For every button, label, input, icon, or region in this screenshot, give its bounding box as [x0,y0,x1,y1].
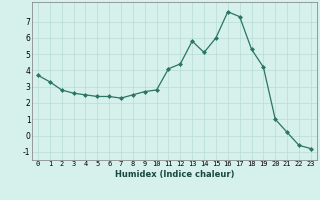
X-axis label: Humidex (Indice chaleur): Humidex (Indice chaleur) [115,170,234,179]
